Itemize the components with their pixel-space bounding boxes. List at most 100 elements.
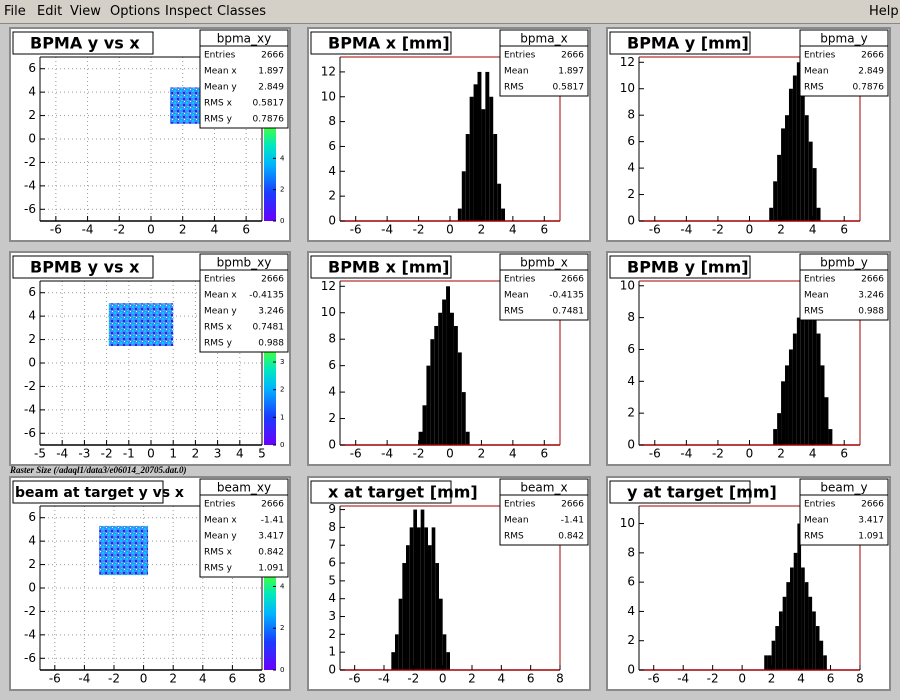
stats-label: Mean x: [204, 516, 237, 526]
y-tick-label: 0: [627, 214, 635, 228]
histogram-bar: [434, 325, 439, 445]
stats-label: Entries: [804, 500, 836, 510]
x-tick-label: -6: [350, 223, 362, 237]
menu-item[interactable]: Help: [869, 4, 899, 19]
stats-value: 1.897: [558, 67, 584, 77]
stats-value: 2666: [861, 51, 884, 61]
stats-label: Mean y: [204, 532, 237, 542]
histogram-bar: [788, 88, 793, 221]
histogram-bar: [820, 365, 825, 445]
histogram-bar: [781, 128, 786, 221]
stats-name: bpmb_xy: [217, 256, 272, 270]
histogram-bar: [457, 352, 462, 445]
x-tick-label: -4: [378, 672, 390, 686]
pad-title: y at target [mm]: [627, 483, 777, 502]
x-tick-label: 6: [242, 223, 250, 237]
histogram-bar: [438, 312, 443, 445]
menu-item[interactable]: View: [70, 4, 101, 19]
pad-title: beam at target y vs x: [15, 485, 184, 501]
histogram-bar: [800, 317, 805, 445]
stats-value: 2666: [561, 275, 584, 285]
scatter-cluster: [108, 303, 174, 347]
menu-item[interactable]: Edit: [37, 4, 63, 19]
menu-item[interactable]: File: [4, 4, 26, 19]
histogram-bar: [497, 183, 502, 221]
histogram-bar: [792, 333, 797, 445]
y-tick-label: 6: [627, 134, 635, 148]
histogram-bar: [812, 168, 817, 221]
title-box: [609, 255, 751, 279]
histogram-bar: [764, 655, 768, 670]
histogram-bar: [778, 611, 783, 670]
pad-title: BPMA x [mm]: [328, 34, 450, 53]
stats-value: -1.41: [561, 516, 584, 526]
y-tick-label: 2: [28, 332, 36, 346]
x-tick-label: 1: [169, 447, 177, 461]
y-tick-label: 4: [28, 309, 36, 323]
histogram-bar: [398, 598, 403, 670]
palette-tick-label: 0: [280, 441, 284, 449]
x-tick-label: 4: [498, 672, 506, 686]
x-tick-label: -4: [677, 672, 689, 686]
x-tick-label: 0: [140, 672, 148, 686]
menu-item[interactable]: Inspect: [165, 4, 213, 19]
stats-label: RMS: [804, 307, 824, 317]
x-tick-label: 2: [478, 447, 486, 461]
stats-label: RMS: [504, 83, 524, 93]
histogram-bar: [800, 88, 805, 221]
stats-value: -0.4135: [249, 291, 284, 301]
histogram-bar: [804, 115, 809, 221]
histogram-bar: [473, 84, 478, 221]
menu-item[interactable]: Classes: [217, 4, 266, 19]
y-tick-label: -6: [24, 426, 36, 440]
histogram-bar: [786, 582, 791, 670]
x-tick-label: 4: [509, 223, 517, 237]
x-tick-label: -6: [649, 447, 661, 461]
stats-value: 0.5817: [553, 83, 585, 93]
palette-tick-label: 4: [280, 154, 285, 162]
x-tick-label: 0: [446, 447, 454, 461]
histogram-bar: [442, 634, 447, 670]
pad-title: BPMB y vs x: [30, 258, 140, 277]
y-tick-label: 4: [627, 374, 635, 388]
stats-label: RMS y: [204, 564, 233, 574]
title-box: [609, 31, 751, 55]
histogram-bar: [808, 285, 813, 445]
stats-box: [799, 253, 889, 321]
y-tick-label: 0: [28, 581, 36, 595]
pad-title: BPMA y vs x: [30, 34, 140, 53]
histogram-bar: [793, 552, 798, 670]
stats-value: 0.842: [558, 532, 584, 542]
y-tick-label: 10: [620, 278, 635, 292]
histogram-bar: [409, 527, 414, 670]
y-tick-label: -2: [24, 604, 36, 618]
stats-label: Entries: [204, 275, 236, 285]
histogram-bar: [465, 431, 470, 445]
histogram-bar: [417, 527, 421, 670]
x-tick-label: 2: [777, 447, 785, 461]
y-tick-label: 12: [620, 55, 635, 69]
stats-label: RMS y: [204, 339, 233, 349]
y-tick-label: 10: [620, 81, 635, 95]
stats-label: Mean: [804, 67, 829, 77]
stats-box: [499, 29, 589, 97]
stats-label: RMS x: [204, 99, 233, 109]
x-tick-label: -6: [50, 223, 62, 237]
histogram-bar: [420, 509, 425, 670]
histogram-bar: [413, 509, 417, 670]
stats-label: Mean: [504, 291, 529, 301]
histogram-bar: [465, 134, 470, 221]
histogram-bar: [819, 640, 824, 670]
y-tick-label: 8: [328, 520, 336, 534]
histogram-bar: [426, 365, 431, 445]
x-tick-label: 8: [856, 672, 864, 686]
x-tick-label: -4: [680, 447, 692, 461]
title-box: [12, 255, 154, 279]
palette-tick-label: 0: [280, 666, 284, 674]
menu-item[interactable]: Options: [110, 4, 161, 19]
stats-label: Entries: [804, 51, 836, 61]
stats-box: [499, 253, 589, 321]
pad-title: x at target [mm]: [328, 483, 478, 502]
x-tick-label: -6: [649, 223, 661, 237]
palette-tick-label: 0: [280, 217, 284, 225]
